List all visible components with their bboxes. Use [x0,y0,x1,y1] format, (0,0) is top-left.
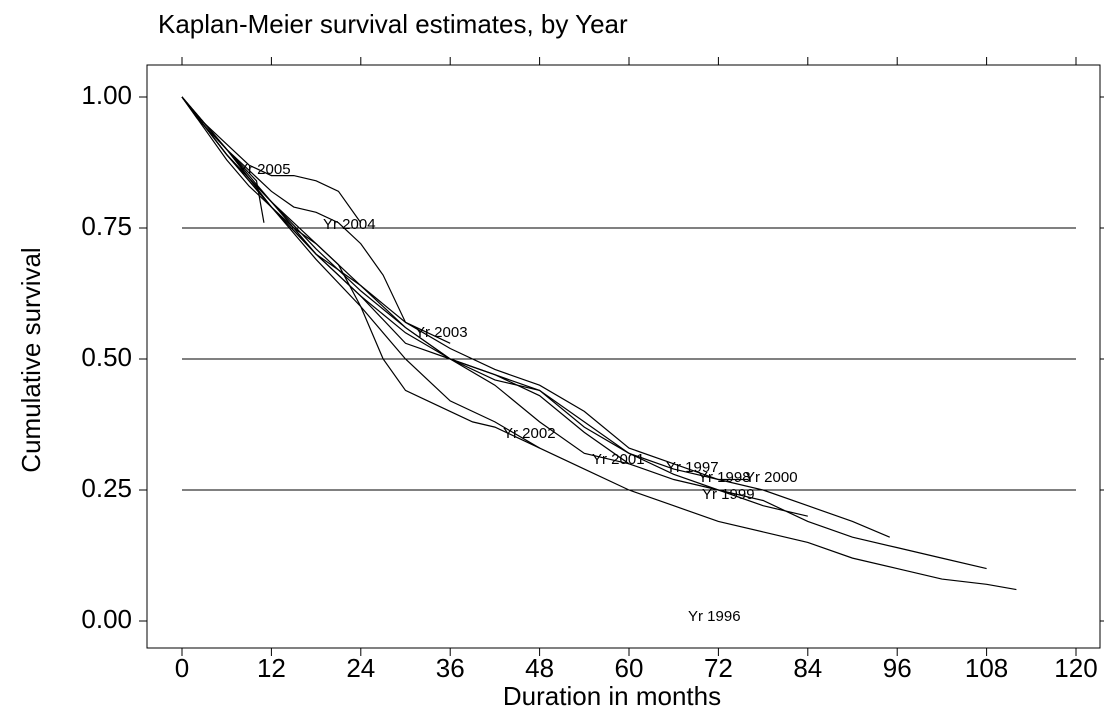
curve-label: Yr 2000 [745,469,798,486]
x-axis-label: Duration in months [503,681,721,711]
curve-label: Yr 1996 [688,608,741,625]
curve-label: Yr 2002 [503,425,556,442]
curve-label: Yr 1998 [698,469,751,486]
survival-curve [181,96,265,223]
x-tick-label: 48 [525,653,554,683]
survival-curve [181,96,540,449]
x-tick-label: 72 [704,653,733,683]
curve-label: Yr 1999 [702,486,755,503]
survival-curve [181,96,749,481]
chart-title: Kaplan-Meier survival estimates, by Year [158,9,628,39]
x-tick-label: 36 [436,653,465,683]
x-tick-label: 108 [965,653,1008,683]
x-tick-label: 120 [1054,653,1097,683]
y-axis-label: Cumulative survival [16,247,46,472]
survival-curve [181,96,1017,591]
survival-curve [181,96,630,465]
y-tick-label: 0.00 [81,604,132,634]
x-tick-label: 0 [175,653,189,683]
curve-label: Yr 2001 [592,451,645,468]
survival-curve [181,96,987,570]
x-tick-label: 60 [615,653,644,683]
x-tick-label: 84 [793,653,822,683]
y-tick-label: 0.25 [81,473,132,503]
x-tick-label: 12 [257,653,286,683]
survival-curve [181,96,451,344]
survival-curve [181,96,362,224]
curve-label: Yr 2005 [238,161,291,178]
plot-frame [146,64,1101,649]
curve-label: Yr 2003 [415,324,468,341]
survival-curve [181,96,890,538]
y-tick-label: 1.00 [81,80,132,110]
y-tick-label: 0.75 [81,211,132,241]
curve-label: Yr 1997 [666,459,719,476]
x-tick-label: 96 [883,653,912,683]
survival-curve [181,96,808,517]
curve-label: Yr 2004 [323,216,376,233]
y-tick-label: 0.50 [81,342,132,372]
x-tick-label: 24 [346,653,375,683]
